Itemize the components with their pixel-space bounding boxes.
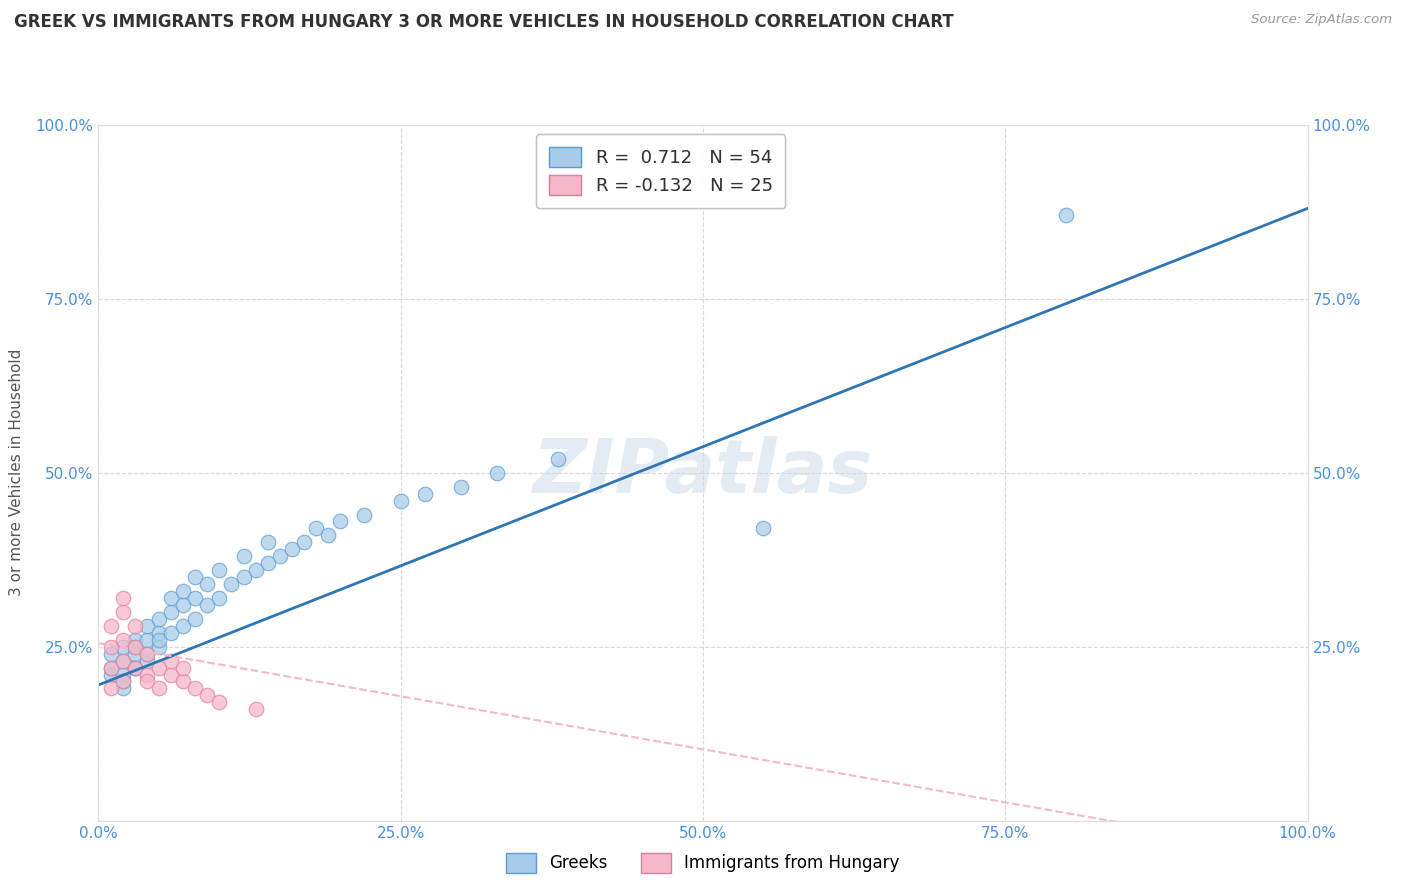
Point bbox=[111, 640, 134, 654]
Point bbox=[208, 695, 231, 709]
Point bbox=[232, 570, 254, 584]
Point bbox=[135, 654, 157, 668]
Point bbox=[184, 681, 207, 696]
Point bbox=[135, 667, 157, 681]
Point bbox=[245, 702, 267, 716]
Point bbox=[111, 591, 134, 605]
Point bbox=[124, 619, 146, 633]
Point bbox=[124, 660, 146, 674]
Point bbox=[389, 493, 412, 508]
Point bbox=[148, 660, 170, 674]
Point bbox=[160, 667, 183, 681]
Point bbox=[172, 660, 194, 674]
Point bbox=[111, 632, 134, 647]
Point bbox=[111, 674, 134, 689]
Point bbox=[256, 556, 278, 570]
Point bbox=[172, 584, 194, 599]
Point bbox=[195, 689, 218, 703]
Point bbox=[100, 681, 122, 696]
Point bbox=[148, 681, 170, 696]
Point bbox=[100, 647, 122, 661]
Point bbox=[111, 654, 134, 668]
Text: Source: ZipAtlas.com: Source: ZipAtlas.com bbox=[1251, 13, 1392, 27]
Point bbox=[316, 528, 339, 542]
Point bbox=[148, 625, 170, 640]
Legend: Greeks, Immigrants from Hungary: Greeks, Immigrants from Hungary bbox=[499, 847, 907, 880]
Point bbox=[124, 632, 146, 647]
Point bbox=[184, 612, 207, 626]
Point bbox=[160, 591, 183, 605]
Point bbox=[172, 598, 194, 612]
Point bbox=[281, 542, 304, 557]
Point bbox=[135, 647, 157, 661]
Point bbox=[221, 577, 243, 591]
Point bbox=[486, 466, 509, 480]
Point bbox=[269, 549, 291, 564]
Point bbox=[184, 591, 207, 605]
Point bbox=[135, 647, 157, 661]
Point bbox=[111, 667, 134, 681]
Point bbox=[100, 619, 122, 633]
Point bbox=[135, 632, 157, 647]
Point bbox=[148, 612, 170, 626]
Point bbox=[195, 598, 218, 612]
Point bbox=[547, 451, 569, 466]
Point bbox=[353, 508, 375, 522]
Point bbox=[111, 605, 134, 619]
Point bbox=[450, 480, 472, 494]
Point bbox=[208, 563, 231, 577]
Point bbox=[100, 660, 122, 674]
Point bbox=[100, 660, 122, 674]
Point bbox=[245, 563, 267, 577]
Text: ZIPatlas: ZIPatlas bbox=[533, 436, 873, 509]
Point bbox=[160, 654, 183, 668]
Point bbox=[1054, 208, 1077, 222]
Point bbox=[232, 549, 254, 564]
Point bbox=[208, 591, 231, 605]
Point bbox=[100, 667, 122, 681]
Point bbox=[111, 674, 134, 689]
Point bbox=[184, 570, 207, 584]
Point bbox=[172, 674, 194, 689]
Point bbox=[172, 619, 194, 633]
Y-axis label: 3 or more Vehicles in Household: 3 or more Vehicles in Household bbox=[10, 349, 24, 597]
Point bbox=[124, 660, 146, 674]
Point bbox=[124, 640, 146, 654]
Text: GREEK VS IMMIGRANTS FROM HUNGARY 3 OR MORE VEHICLES IN HOUSEHOLD CORRELATION CHA: GREEK VS IMMIGRANTS FROM HUNGARY 3 OR MO… bbox=[14, 13, 953, 31]
Point bbox=[148, 640, 170, 654]
Point bbox=[111, 654, 134, 668]
Point bbox=[160, 605, 183, 619]
Point bbox=[256, 535, 278, 549]
Point bbox=[160, 625, 183, 640]
Point bbox=[752, 521, 775, 535]
Point bbox=[305, 521, 328, 535]
Point bbox=[100, 640, 122, 654]
Legend: R =  0.712   N = 54, R = -0.132   N = 25: R = 0.712 N = 54, R = -0.132 N = 25 bbox=[536, 134, 786, 208]
Point bbox=[135, 674, 157, 689]
Point bbox=[124, 640, 146, 654]
Point bbox=[292, 535, 315, 549]
Point bbox=[124, 660, 146, 674]
Point bbox=[329, 515, 352, 529]
Point bbox=[124, 647, 146, 661]
Point bbox=[195, 577, 218, 591]
Point bbox=[148, 632, 170, 647]
Point bbox=[135, 619, 157, 633]
Point bbox=[413, 486, 436, 500]
Point bbox=[111, 681, 134, 696]
